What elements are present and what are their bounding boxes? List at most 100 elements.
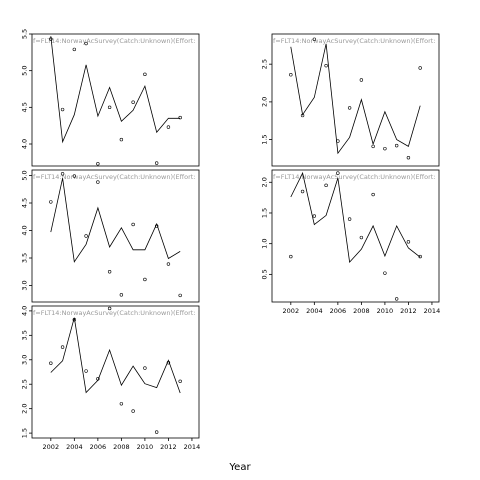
observed-point — [60, 345, 65, 349]
y-tick-label: 4.0 — [20, 225, 28, 235]
y-tick-label: 4.0 — [20, 306, 28, 316]
observed-point — [72, 47, 77, 52]
y-tick-label: 2.0 — [260, 97, 268, 107]
x-tick-label: 2008 — [113, 443, 130, 451]
observed-point — [166, 125, 171, 129]
observed-point — [96, 162, 100, 166]
observed-point — [84, 369, 88, 373]
panel-title: f=FLT14:NorwayAcSurvey(Catch:Unknown)(Ef… — [273, 173, 436, 181]
x-tick-label: 2010 — [137, 443, 154, 451]
panel-title: f=FLT14:NorwayAcSurvey(Catch:Unknown)(Ef… — [33, 37, 196, 45]
observed-point — [49, 200, 53, 204]
fitted-line — [50, 178, 181, 263]
x-tick-label: 2014 — [184, 443, 201, 451]
x-tick-label: 2006 — [330, 307, 347, 315]
observed-point — [84, 41, 88, 46]
observed-point — [143, 72, 147, 77]
observed-point — [178, 379, 182, 383]
panel-frame — [31, 305, 200, 439]
x-tick-label: 2012 — [400, 307, 417, 315]
observed-point — [107, 105, 112, 110]
observed-point — [96, 180, 100, 184]
y-tick-label: 4.5 — [20, 198, 28, 208]
y-tick-label: 4.5 — [20, 102, 28, 112]
observed-point — [359, 235, 364, 240]
observed-point — [300, 189, 305, 194]
panel-4: 0.5 1.0 1.5 2.0 2002 2004 2006 2008 2010 2012 2014… — [260, 169, 441, 315]
panels: 4.0 4.5 5.0 5.5 f=FLT14:NorwayAcSurvey(Catch… — [20, 29, 440, 451]
panel-title: f=FLT14:NorwayAcSurvey(Catch:Unknown)(Ef… — [273, 37, 436, 45]
observed-point — [336, 139, 340, 143]
observed-point — [324, 63, 328, 68]
observed-point — [154, 161, 159, 165]
observed-point — [347, 106, 352, 110]
observed-point — [107, 270, 112, 274]
observed-point — [359, 78, 364, 82]
y-tick-label: 1.0 — [260, 239, 268, 249]
y-tick-label: 3.0 — [20, 355, 28, 365]
y-tick-label: 5.5 — [20, 29, 28, 39]
panel-5: 1.5 2.0 2.5 3.0 3.5 4.0 2002 2004 2006 2008 2010 20… — [20, 305, 201, 451]
x-tick-label: 2002 — [283, 307, 300, 315]
y-tick-label: 0.5 — [260, 269, 268, 279]
x-tick-label: 2014 — [424, 307, 441, 315]
x-tick-label: 2004 — [306, 307, 323, 315]
x-tick-label: 2010 — [377, 307, 394, 315]
y-tick-label: 3.5 — [20, 253, 28, 263]
panel-frame — [31, 33, 200, 167]
panel-3: 3.0 3.5 4.0 4.5 5.0 f=FLT14:NorwayAcSurvey(Ca… — [20, 169, 200, 303]
panel-frame — [271, 169, 440, 303]
observed-point — [119, 293, 124, 297]
observed-point — [143, 277, 147, 282]
observed-point — [178, 293, 182, 298]
observed-point — [131, 222, 135, 227]
observed-point — [289, 73, 293, 77]
y-tick-label: 3.5 — [20, 330, 28, 340]
observed-point — [347, 217, 352, 221]
observed-point — [394, 143, 399, 148]
x-tick-label: 2002 — [43, 443, 60, 451]
observed-point — [406, 156, 411, 160]
observed-point — [49, 361, 53, 365]
observed-point — [312, 214, 317, 218]
panel-title: f=FLT14:NorwayAcSurvey(Catch:Unknown)(Ef… — [33, 309, 196, 317]
x-tick-label: 2004 — [66, 443, 83, 451]
observed-point — [154, 224, 159, 228]
observed-point — [154, 430, 159, 434]
y-tick-label: 3.0 — [20, 280, 28, 290]
observed-point — [300, 113, 305, 118]
observed-point — [371, 144, 375, 149]
observed-point — [336, 171, 340, 175]
y-tick-label: 4.0 — [20, 139, 28, 149]
x-tick-label: 2012 — [160, 443, 177, 451]
observed-point — [324, 183, 328, 188]
panel-title-group: f=FLT14:NorwayAcSurvey(Catch:Unknown)(Ef… — [33, 309, 196, 317]
fitted-line — [290, 171, 421, 263]
y-tick-label: 2.5 — [260, 59, 268, 69]
panel-2: 1.5 2.0 2.5 f=FLT14:NorwayAcSurvey(Catch:Un… — [260, 33, 440, 167]
observed-point — [49, 37, 53, 41]
y-tick-label: 1.5 — [260, 134, 268, 144]
observed-point — [72, 174, 77, 178]
observed-point — [119, 137, 124, 142]
x-axis-label: Year — [228, 462, 251, 473]
panel-frame — [31, 169, 200, 303]
observed-point — [131, 409, 135, 413]
fitted-line — [50, 36, 181, 144]
observed-point — [84, 234, 88, 238]
observed-point — [418, 66, 422, 70]
observed-point — [60, 172, 65, 176]
x-tick-label: 2008 — [353, 307, 370, 315]
panel-title-group: f=FLT14:NorwayAcSurvey(Catch:Unknown)(Ef… — [273, 173, 436, 181]
y-tick-label: 1.5 — [260, 208, 268, 218]
observed-point — [119, 402, 124, 406]
observed-point — [394, 297, 399, 301]
observed-point — [166, 361, 171, 365]
observed-point — [312, 37, 317, 41]
panel-frame — [271, 33, 440, 167]
panel-title: f=FLT14:NorwayAcSurvey(Catch:Unknown)(Ef… — [33, 173, 196, 181]
observed-point — [131, 100, 135, 104]
observed-point — [60, 107, 65, 112]
y-tick-label: 2.5 — [20, 379, 28, 389]
